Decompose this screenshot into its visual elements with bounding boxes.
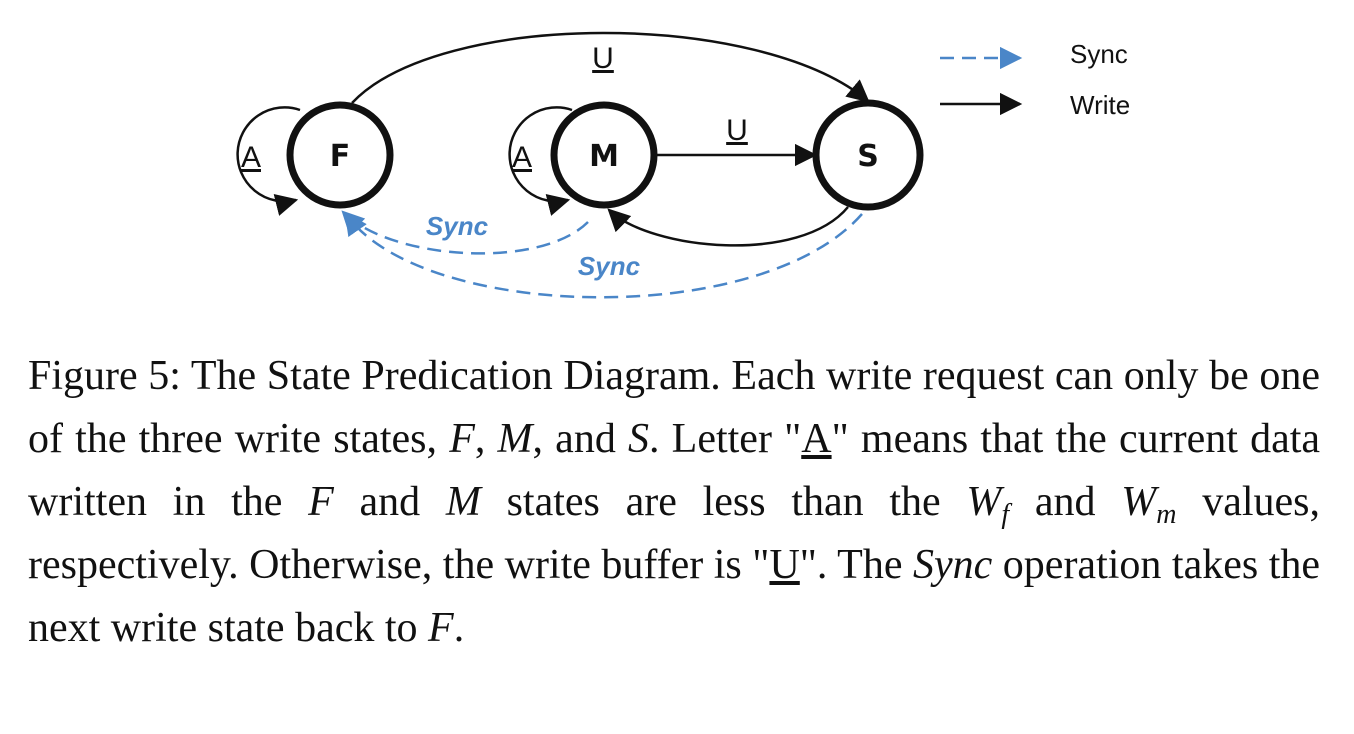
legend-sync-label: Sync: [1070, 39, 1128, 69]
caption-subscript: f: [1001, 499, 1010, 530]
caption-figure-label: Figure 5:: [28, 353, 181, 399]
state-s-label: S: [857, 139, 879, 174]
self-loop-m-label: A: [512, 141, 532, 174]
caption-var: W: [1121, 479, 1157, 525]
caption-var: F: [308, 479, 334, 525]
self-loop-f: [236, 106, 301, 216]
caption-subscript: m: [1156, 499, 1177, 530]
caption-var: M: [445, 479, 481, 525]
state-m: [550, 101, 658, 209]
caption-text: ,: [474, 416, 486, 462]
edge-f-to-s: [351, 31, 870, 104]
caption-var: F: [428, 605, 454, 651]
caption-var: M: [497, 416, 533, 462]
caption-text: states are less than the: [506, 479, 941, 525]
caption-var: W: [966, 479, 1002, 525]
sync-m-to-f-label: Sync: [426, 211, 489, 241]
caption-text: and: [359, 479, 421, 525]
state-diagram: A A U U Sync Sync F M S Sync Write: [236, 31, 1130, 299]
caption-text: ". The: [799, 542, 903, 588]
state-f-label: F: [330, 139, 351, 174]
edge-s-to-m: [607, 206, 849, 247]
state-m-label: M: [589, 139, 619, 174]
self-loop-m: [508, 106, 573, 216]
caption-var: F: [449, 416, 475, 462]
sync-s-to-f-label: Sync: [578, 251, 641, 281]
caption-text: " means that the current data written in…: [28, 416, 1321, 525]
caption-underlined: A: [801, 416, 832, 462]
caption-underlined: U: [769, 542, 800, 588]
caption-text: values, respectively. Otherwise, the wri…: [28, 479, 1320, 588]
state-f: [286, 101, 394, 209]
self-loop-f-label: A: [241, 141, 261, 174]
caption-text: operation takes the next write state bac…: [28, 542, 1321, 651]
edge-f-to-s-label: U: [592, 42, 614, 75]
caption-text: and: [1034, 479, 1096, 525]
caption-text: . Letter ": [649, 416, 802, 462]
caption-var: Sync: [912, 542, 993, 588]
legend-write-label: Write: [1070, 90, 1130, 120]
state-s: [812, 99, 924, 211]
caption-text: , and: [532, 416, 616, 462]
caption-text: .: [453, 605, 465, 651]
caption-var: S: [628, 416, 649, 462]
caption-text: The State Predication Diagram. Each writ…: [28, 353, 1320, 462]
figure-caption: Figure 5: The State Predication Diagram.…: [28, 345, 1320, 660]
edge-m-to-s-label: U: [726, 114, 748, 147]
sync-s-to-f: [344, 212, 863, 299]
